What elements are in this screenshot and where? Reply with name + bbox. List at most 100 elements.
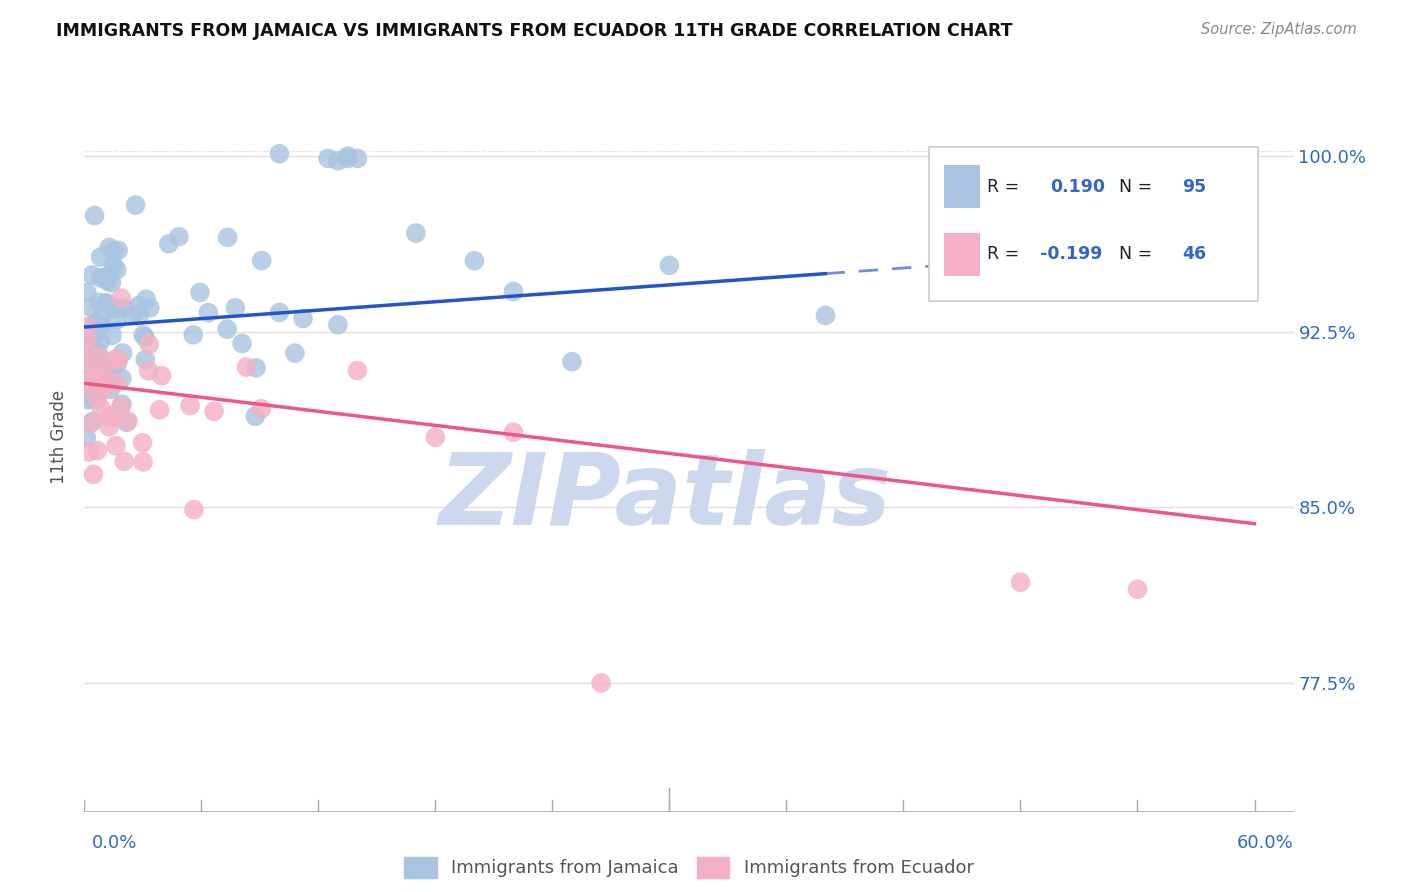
- Point: [326, 318, 349, 332]
- Point: [250, 401, 273, 416]
- Point: [181, 327, 204, 342]
- Point: [658, 259, 681, 273]
- Point: [269, 305, 291, 319]
- Point: [98, 419, 121, 434]
- Point: [425, 430, 447, 444]
- Point: [101, 328, 124, 343]
- Point: [1010, 575, 1032, 590]
- Point: [76, 357, 98, 371]
- Point: [405, 226, 427, 240]
- Point: [89, 359, 111, 374]
- Text: N =: N =: [1108, 245, 1159, 263]
- Bar: [945, 165, 980, 208]
- Point: [87, 295, 110, 310]
- Point: [76, 333, 98, 347]
- Point: [96, 274, 118, 288]
- Point: [93, 361, 115, 376]
- Point: [86, 344, 108, 359]
- Point: [1087, 171, 1109, 186]
- Point: [101, 368, 124, 383]
- Point: [292, 311, 315, 326]
- Point: [188, 285, 211, 300]
- Point: [167, 229, 190, 244]
- Point: [245, 360, 267, 375]
- Point: [132, 455, 155, 469]
- Point: [105, 313, 128, 327]
- Point: [96, 296, 118, 310]
- Point: [90, 271, 112, 285]
- Text: Source: ZipAtlas.com: Source: ZipAtlas.com: [1201, 22, 1357, 37]
- Point: [111, 371, 134, 385]
- Point: [115, 415, 138, 429]
- Point: [76, 319, 98, 334]
- Point: [245, 409, 267, 424]
- Point: [82, 467, 104, 482]
- Point: [104, 351, 127, 366]
- Text: 60.0%: 60.0%: [1237, 834, 1294, 852]
- Point: [93, 367, 115, 381]
- Point: [77, 392, 100, 407]
- Text: R =: R =: [987, 178, 1025, 195]
- Point: [86, 374, 108, 388]
- Point: [107, 352, 129, 367]
- Point: [138, 364, 160, 378]
- Point: [91, 363, 114, 377]
- Point: [93, 353, 115, 368]
- Point: [101, 301, 124, 315]
- Point: [110, 400, 132, 414]
- Point: [96, 270, 118, 285]
- Point: [112, 454, 135, 468]
- Point: [89, 365, 111, 379]
- Text: ZIPatlas: ZIPatlas: [439, 449, 891, 546]
- Point: [231, 336, 253, 351]
- FancyBboxPatch shape: [929, 146, 1258, 301]
- Point: [90, 353, 112, 368]
- Point: [128, 307, 150, 321]
- Point: [94, 270, 117, 285]
- Point: [127, 299, 149, 313]
- Point: [75, 345, 97, 359]
- Text: 0.190: 0.190: [1050, 178, 1105, 195]
- Point: [98, 383, 121, 397]
- Point: [89, 334, 111, 349]
- Point: [75, 376, 97, 391]
- Point: [284, 346, 307, 360]
- Point: [79, 416, 101, 430]
- Point: [110, 291, 132, 305]
- Point: [316, 152, 339, 166]
- Point: [103, 244, 125, 259]
- Point: [101, 409, 124, 424]
- Point: [591, 676, 613, 690]
- Point: [76, 285, 98, 300]
- Point: [93, 381, 115, 395]
- Point: [217, 322, 239, 336]
- Point: [98, 409, 121, 424]
- Point: [135, 292, 157, 306]
- Point: [101, 301, 124, 316]
- Point: [122, 308, 145, 322]
- Point: [131, 435, 153, 450]
- Point: [84, 317, 107, 331]
- Point: [217, 230, 239, 244]
- Point: [124, 198, 146, 212]
- Point: [104, 439, 127, 453]
- Point: [346, 152, 368, 166]
- Text: R =: R =: [987, 245, 1025, 263]
- Point: [250, 253, 273, 268]
- Point: [814, 309, 837, 323]
- Point: [346, 363, 368, 377]
- Text: N =: N =: [1108, 178, 1159, 195]
- Point: [83, 209, 105, 223]
- Point: [98, 240, 121, 254]
- Point: [150, 368, 173, 383]
- Point: [77, 445, 100, 459]
- Point: [197, 306, 219, 320]
- Text: 46: 46: [1182, 245, 1206, 263]
- Point: [112, 301, 135, 316]
- Point: [336, 152, 359, 166]
- Point: [84, 326, 107, 340]
- Point: [269, 146, 291, 161]
- Point: [502, 285, 524, 299]
- Point: [134, 352, 156, 367]
- Point: [86, 391, 108, 405]
